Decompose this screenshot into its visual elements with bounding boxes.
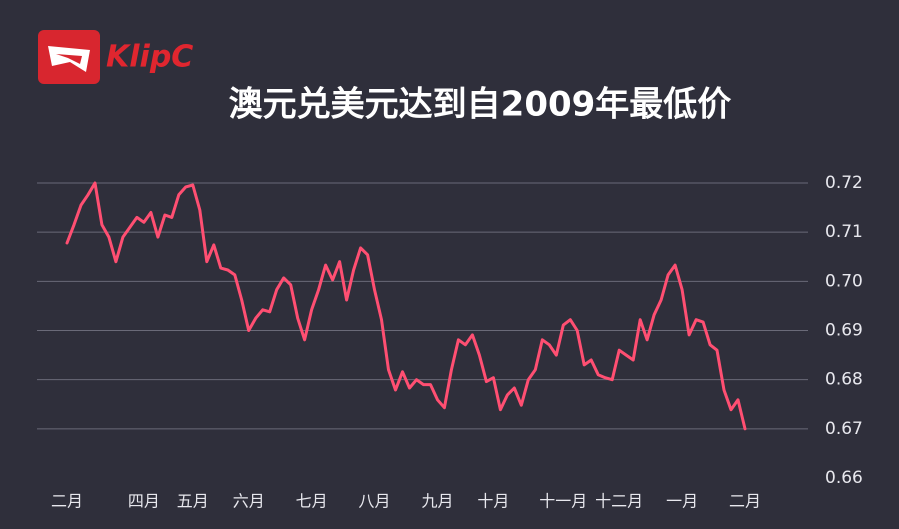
x-tick-label: 九月 xyxy=(421,492,453,511)
x-tick-label: 一月 xyxy=(666,492,698,511)
logo-swoosh xyxy=(48,46,90,72)
logo: KlipC xyxy=(38,30,193,84)
y-tick-label: 0.68 xyxy=(825,370,863,390)
x-tick-label: 十一月 xyxy=(539,492,587,511)
x-tick-label: 八月 xyxy=(359,492,391,511)
y-tick-label: 0.66 xyxy=(825,468,863,488)
x-tick-label: 十月 xyxy=(477,492,509,511)
chart-title: 澳元兑美元达到自2009年最低价 xyxy=(229,85,732,125)
y-tick-label: 0.71 xyxy=(825,222,863,242)
y-tick-label: 0.72 xyxy=(825,173,863,193)
x-tick-label: 五月 xyxy=(177,492,209,511)
y-tick-label: 0.70 xyxy=(825,271,863,291)
y-tick-label: 0.67 xyxy=(825,419,863,439)
x-tick-label: 二月 xyxy=(729,492,761,511)
logo-text: KlipC xyxy=(106,40,193,75)
x-tick-label: 四月 xyxy=(128,492,160,511)
y-tick-label: 0.69 xyxy=(825,321,863,341)
line xyxy=(65,181,747,431)
logo-swoosh-cut xyxy=(56,54,82,64)
x-tick-label: 六月 xyxy=(233,492,265,511)
x-tick-label: 二月 xyxy=(51,492,83,511)
x-tick-label: 十二月 xyxy=(595,492,643,511)
x-tick-label: 七月 xyxy=(296,492,328,511)
